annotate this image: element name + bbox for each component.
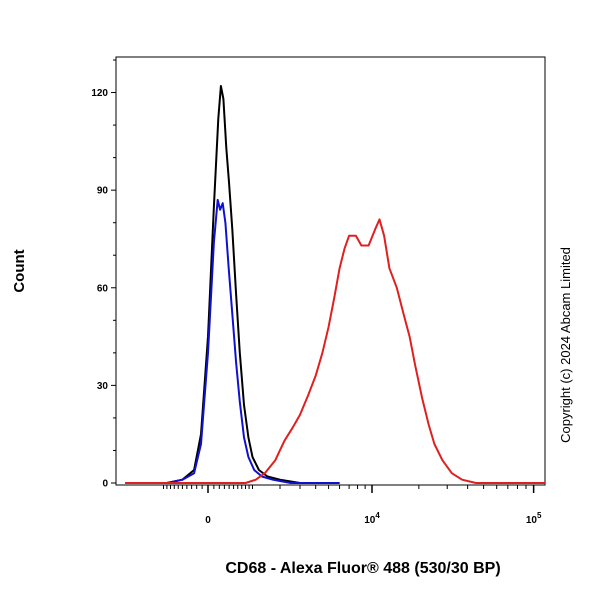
x-axis-title: CD68 - Alexa Fluor® 488 (530/30 BP) bbox=[225, 560, 500, 577]
copyright-notice: Copyright (c) 2024 Abcam Limited bbox=[558, 247, 573, 443]
axis-layer: 03060901200104105106 bbox=[91, 59, 542, 526]
y-tick-label: 60 bbox=[97, 283, 109, 294]
histogram-series-1 bbox=[125, 198, 340, 484]
y-tick-label: 0 bbox=[102, 479, 108, 490]
x-tick-label: 104 bbox=[364, 511, 380, 526]
plot-frame bbox=[115, 56, 546, 486]
histogram-series-2 bbox=[125, 218, 545, 484]
series-layer bbox=[125, 85, 545, 484]
y-axis-title: Count bbox=[11, 249, 28, 292]
y-tick-label: 90 bbox=[97, 186, 109, 197]
x-tick-label: 0 bbox=[205, 515, 211, 526]
y-tick-label: 120 bbox=[91, 88, 108, 99]
y-tick-label: 30 bbox=[97, 381, 109, 392]
x-tick-exponent: 4 bbox=[375, 511, 380, 520]
x-tick-label: 105 bbox=[526, 511, 542, 526]
histogram-series-0 bbox=[125, 85, 340, 484]
x-tick-exponent: 5 bbox=[537, 511, 542, 520]
